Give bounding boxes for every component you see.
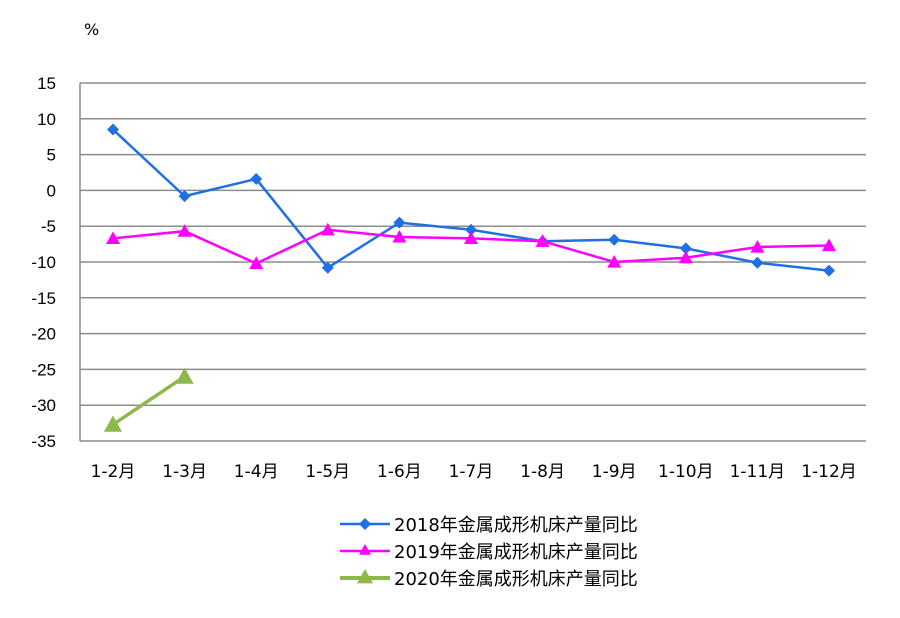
triangle-marker-icon <box>750 239 765 253</box>
x-tick-label: 1-9月 <box>592 462 637 482</box>
triangle-marker-icon <box>359 543 371 555</box>
triangle-marker-icon <box>357 568 373 583</box>
legend-label: 2020年金属成形机床产量同比 <box>394 568 638 590</box>
diamond-marker-icon <box>250 172 263 185</box>
y-axis-tick-labels: 15 10 5 0 -5 -10 -15 -20 -25 -30 -35 <box>31 74 56 451</box>
x-tick-label: 1-7月 <box>449 462 494 482</box>
series-line <box>112 128 830 272</box>
chart-legend: 2018年金属成形机床产量同比 2019年金属成形机床产量同比 2020年金属成形机… <box>340 510 638 591</box>
legend-item-1: 2018年金属成形机床产量同比 <box>340 510 638 537</box>
series-1 <box>107 123 835 277</box>
triangle-marker-icon <box>320 222 335 236</box>
triangle-marker-icon <box>106 231 120 244</box>
y-tick-label: -5 <box>41 217 56 236</box>
triangle-marker-icon <box>678 250 693 264</box>
diamond-marker-icon <box>751 256 764 269</box>
legend-item-3: 2020年金属成形机床产量同比 <box>340 564 638 591</box>
legend-item-2: 2019年金属成形机床产量同比 <box>340 537 638 564</box>
triangle-marker-icon <box>822 238 836 252</box>
diamond-marker-icon <box>823 264 835 277</box>
triangle-marker-icon <box>177 224 192 237</box>
x-tick-label: 1-8月 <box>520 462 565 482</box>
x-tick-label: 1-10月 <box>658 462 714 482</box>
series-line <box>112 375 186 426</box>
x-tick-label: 1-4月 <box>234 462 279 482</box>
diamond-marker-icon <box>321 261 334 274</box>
y-tick-label: 10 <box>37 110 56 129</box>
legend-label: 2018年金属成形机床产量同比 <box>394 514 638 536</box>
diamond-marker-icon <box>465 223 477 236</box>
triangle-marker-icon <box>392 229 407 243</box>
diamond-marker-icon <box>393 216 406 229</box>
triangle-marker-icon <box>104 415 122 432</box>
legend-swatch-icon <box>340 517 390 530</box>
y-tick-label: 5 <box>47 146 56 165</box>
data-series <box>104 123 836 432</box>
y-tick-label: 15 <box>37 74 56 93</box>
diamond-marker-icon <box>178 190 191 203</box>
y-tick-label: -25 <box>31 360 56 379</box>
series-3 <box>104 367 194 432</box>
x-axis-tick-labels: 1-2月 1-3月 1-4月 1-5月 1-6月 1-7月 1-8月 1-9月 1-10月 1-1… <box>91 462 857 482</box>
triangle-marker-icon <box>535 234 550 247</box>
triangle-marker-icon <box>607 255 622 268</box>
y-tick-label: -15 <box>31 289 56 308</box>
gridlines <box>79 82 866 442</box>
x-tick-label: 1-12月 <box>801 462 857 482</box>
triangle-marker-icon <box>464 231 478 244</box>
diamond-marker-icon <box>608 233 621 246</box>
legend-swatch-icon <box>340 568 390 583</box>
y-tick-label: -30 <box>31 396 56 415</box>
x-tick-label: 1-6月 <box>377 462 422 482</box>
y-tick-label: -35 <box>31 432 56 451</box>
y-tick-label: -20 <box>31 325 56 344</box>
x-tick-label: 1-5月 <box>305 462 350 482</box>
x-tick-label: 1-11月 <box>730 462 786 482</box>
diamond-marker-icon <box>107 123 119 136</box>
diamond-marker-icon <box>679 242 692 255</box>
series-2 <box>106 222 836 270</box>
y-tick-label: -10 <box>31 253 56 272</box>
triangle-marker-icon <box>175 367 194 384</box>
x-tick-label: 1-2月 <box>91 462 136 482</box>
x-tick-label: 1-3月 <box>162 462 207 482</box>
triangle-marker-icon <box>249 256 264 270</box>
diamond-marker-icon <box>359 517 371 530</box>
legend-label: 2019年金属成形机床产量同比 <box>394 541 638 563</box>
legend-swatch-icon <box>340 543 390 555</box>
y-axis-unit-label: % <box>84 20 100 39</box>
y-tick-label: 0 <box>47 181 56 200</box>
